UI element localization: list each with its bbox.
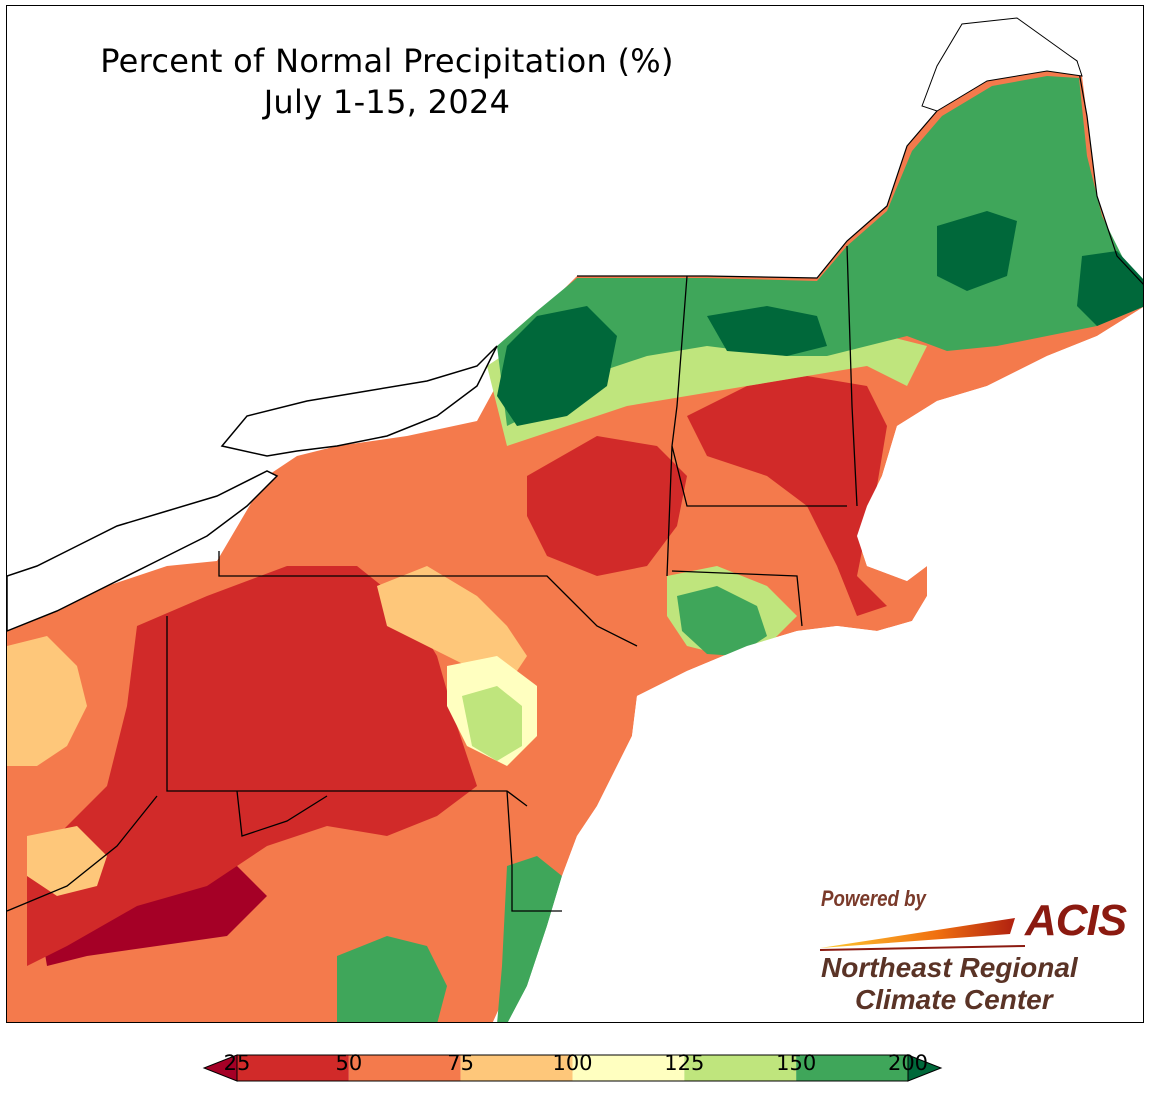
legend-tick-label: 25 bbox=[223, 1051, 251, 1075]
zone-150-200-nny bbox=[497, 76, 1143, 426]
legend-tick-label: 125 bbox=[664, 1051, 705, 1075]
zone-150-200-de bbox=[497, 856, 562, 1022]
legend-swatch bbox=[237, 1055, 349, 1081]
legend-tick-label: 100 bbox=[552, 1051, 593, 1075]
acis-swoosh-icon bbox=[819, 918, 1026, 951]
atlantic-ocean bbox=[508, 307, 1143, 1022]
lake-ontario bbox=[220, 345, 498, 457]
precipitation-map bbox=[7, 17, 1143, 1022]
zone-25-50-west bbox=[27, 566, 477, 966]
zone-75-100-va bbox=[27, 826, 107, 896]
legend-swatch bbox=[572, 1055, 685, 1081]
legend-swatch bbox=[348, 1055, 461, 1081]
lake-erie bbox=[7, 470, 279, 632]
acis-logo: Powered by ACIS Northeast Regional Clima… bbox=[815, 884, 1135, 1022]
legend-tick-label: 75 bbox=[447, 1051, 475, 1075]
zone-150-200-md bbox=[337, 936, 447, 1022]
org-name-line2: Climate Center bbox=[855, 984, 1053, 1015]
zone-gt200-me bbox=[937, 211, 1017, 291]
powered-by-text: Powered by bbox=[821, 886, 926, 911]
zone-125-150-pa bbox=[462, 686, 522, 761]
legend-tick-label: 200 bbox=[887, 1051, 929, 1075]
zone-25-50-ne bbox=[687, 376, 887, 616]
maine-north-unshaded bbox=[921, 17, 1083, 112]
map-subtitle: July 1-15, 2024 bbox=[263, 83, 511, 121]
map-title: Percent of Normal Precipitation (%) bbox=[100, 42, 674, 80]
state-borders bbox=[7, 245, 858, 912]
zone-25-50-ny bbox=[527, 436, 687, 576]
legend-swatch bbox=[684, 1055, 797, 1081]
acis-wordmark: ACIS bbox=[1025, 896, 1127, 945]
zone-gt200-me-coast bbox=[1077, 251, 1143, 326]
legend-outline bbox=[236, 1054, 909, 1082]
zone-gt200-vt bbox=[707, 306, 827, 356]
map-frame: Percent of Normal Precipitation (%) July… bbox=[6, 5, 1144, 1023]
org-name-line1: Northeast Regional bbox=[821, 952, 1078, 983]
zone-75-100-west bbox=[7, 636, 87, 766]
legend-swatch bbox=[460, 1055, 573, 1081]
legend-tick-label: 50 bbox=[335, 1051, 363, 1075]
zone-150-200-ct bbox=[677, 586, 767, 656]
legend-tick-label: 150 bbox=[776, 1051, 817, 1075]
zone-gt200-ny bbox=[497, 306, 617, 426]
legend-colorbar bbox=[202, 1054, 943, 1082]
zone-75-100-ny bbox=[377, 566, 527, 686]
legend-swatch bbox=[796, 1055, 908, 1081]
